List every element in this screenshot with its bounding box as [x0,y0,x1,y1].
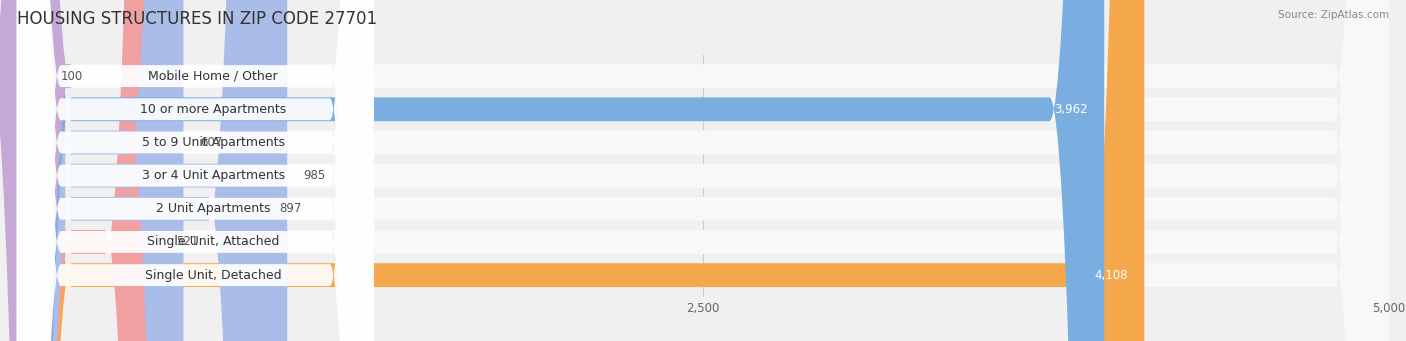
Text: 2 Unit Apartments: 2 Unit Apartments [156,202,270,215]
Text: 985: 985 [304,169,326,182]
FancyBboxPatch shape [17,0,1144,341]
FancyBboxPatch shape [17,0,374,341]
FancyBboxPatch shape [17,0,374,341]
Text: 100: 100 [60,70,83,83]
Text: 4,108: 4,108 [1094,269,1128,282]
Text: 3,962: 3,962 [1054,103,1088,116]
FancyBboxPatch shape [17,0,183,341]
FancyBboxPatch shape [17,0,1389,341]
FancyBboxPatch shape [17,0,287,341]
Text: Mobile Home / Other: Mobile Home / Other [148,70,278,83]
FancyBboxPatch shape [17,0,374,341]
FancyBboxPatch shape [17,0,1389,341]
Text: HOUSING STRUCTURES IN ZIP CODE 27701: HOUSING STRUCTURES IN ZIP CODE 27701 [17,10,377,28]
FancyBboxPatch shape [17,0,374,341]
Text: 897: 897 [280,202,302,215]
FancyBboxPatch shape [17,0,1104,341]
Text: 521: 521 [176,235,198,249]
Text: Single Unit, Attached: Single Unit, Attached [146,235,280,249]
FancyBboxPatch shape [17,0,1389,341]
FancyBboxPatch shape [17,0,374,341]
FancyBboxPatch shape [17,0,263,341]
Text: 3 or 4 Unit Apartments: 3 or 4 Unit Apartments [142,169,284,182]
Text: 5 to 9 Unit Apartments: 5 to 9 Unit Apartments [142,136,284,149]
FancyBboxPatch shape [17,0,374,341]
Text: 10 or more Apartments: 10 or more Apartments [141,103,287,116]
FancyBboxPatch shape [17,0,1389,341]
FancyBboxPatch shape [17,0,1389,341]
FancyBboxPatch shape [17,0,1389,341]
Text: 607: 607 [200,136,222,149]
Text: Single Unit, Detached: Single Unit, Detached [145,269,281,282]
FancyBboxPatch shape [17,0,374,341]
FancyBboxPatch shape [0,0,72,341]
Text: Source: ZipAtlas.com: Source: ZipAtlas.com [1278,10,1389,20]
FancyBboxPatch shape [17,0,160,341]
FancyBboxPatch shape [17,0,1389,341]
